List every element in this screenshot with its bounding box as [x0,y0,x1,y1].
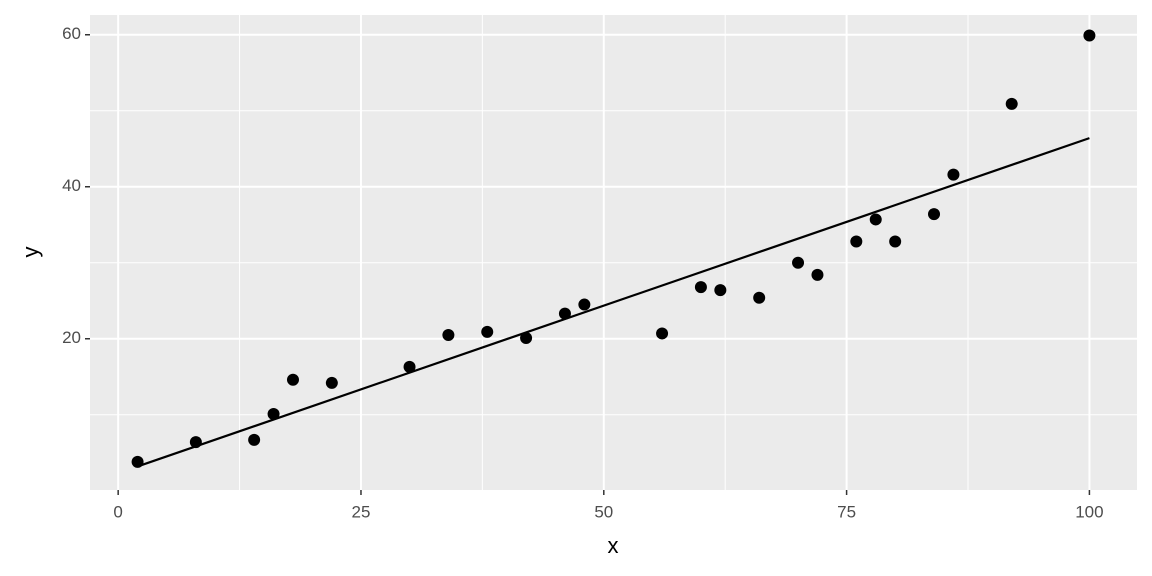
point [947,168,960,181]
point [520,332,533,344]
point [869,213,882,226]
point [928,208,941,221]
point [792,256,805,269]
point [1083,29,1096,42]
point [248,433,261,446]
point [889,235,902,248]
x-tick-label: 25 [352,502,371,521]
x-tick-label: 100 [1075,502,1103,521]
point [578,298,591,311]
fit-line [137,137,1090,468]
point [694,281,707,294]
point [442,328,455,341]
point [481,325,494,338]
point [1005,97,1018,110]
panel [90,15,1137,490]
point [325,376,338,389]
point [286,373,299,386]
x-axis-title: x [608,533,619,558]
point [811,268,824,281]
point [403,360,416,373]
point [850,235,863,248]
point [714,284,727,297]
y-tick-label: 60 [62,24,81,43]
point [267,408,280,420]
point [558,307,571,320]
y-tick-label: 40 [62,176,81,195]
x-tick-label: 0 [113,502,122,521]
point [656,327,669,340]
x-tick-label: 50 [594,502,613,521]
point [753,291,766,304]
y-tick-label: 20 [62,328,81,347]
x-tick-label: 75 [837,502,856,521]
y-axis-title: y [18,247,43,258]
